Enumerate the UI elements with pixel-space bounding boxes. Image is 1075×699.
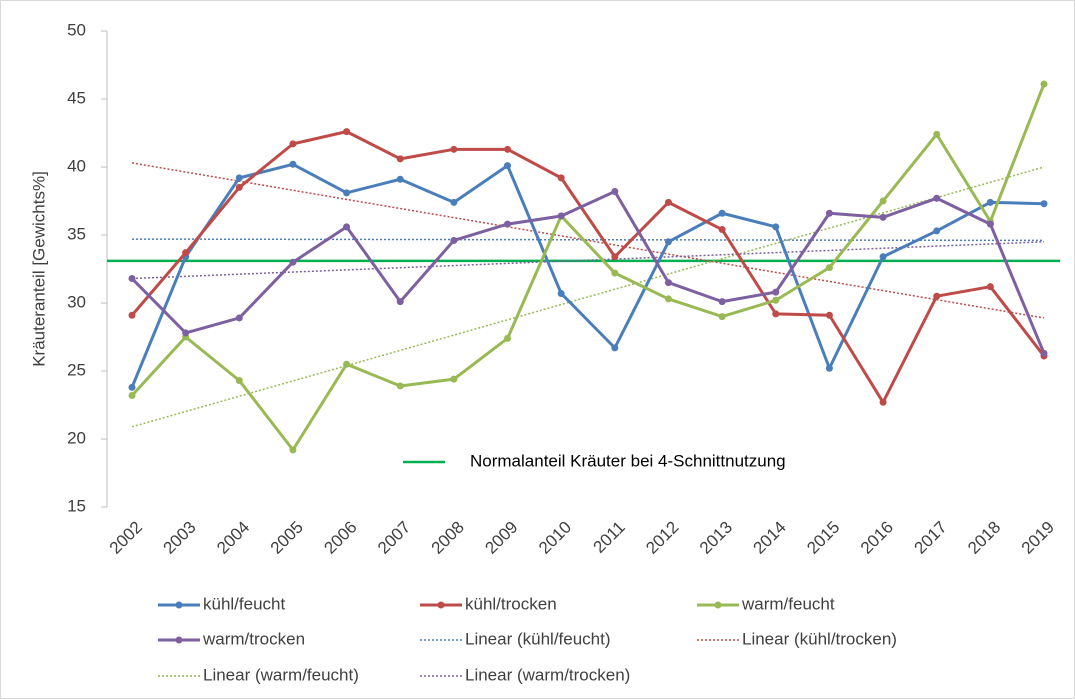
y-tick-label: 35 (67, 224, 86, 243)
legend-marker (437, 601, 445, 609)
point (450, 145, 458, 153)
point (933, 130, 941, 138)
point (611, 344, 619, 352)
point (289, 140, 297, 148)
point (343, 360, 351, 368)
point (289, 160, 297, 168)
point (879, 197, 887, 205)
point (718, 209, 726, 217)
legend-label: kühl/feucht (203, 594, 285, 613)
point (879, 398, 887, 406)
point (611, 253, 619, 261)
y-axis-label: Kräuteranteil [Gewichts%] (29, 171, 48, 367)
point (396, 298, 404, 306)
point (1040, 80, 1048, 88)
legend-label: warm/feucht (741, 594, 835, 613)
point (504, 162, 512, 170)
point (343, 128, 351, 136)
series-line (130, 130, 1046, 404)
point (1040, 200, 1048, 208)
point (182, 329, 190, 337)
legend-label: Linear (warm/trocken) (465, 665, 630, 684)
point (933, 194, 941, 202)
point (933, 227, 941, 235)
legend-marker (175, 601, 183, 609)
point (504, 145, 512, 153)
point (825, 311, 833, 319)
point (986, 283, 994, 291)
point (664, 295, 672, 303)
point (718, 298, 726, 306)
point (772, 223, 780, 231)
point (235, 174, 243, 182)
point (1040, 349, 1048, 357)
point (396, 155, 404, 163)
point (611, 269, 619, 277)
point (235, 183, 243, 191)
legend-label: Linear (kühl/trocken) (742, 629, 897, 648)
point (396, 382, 404, 390)
reference-label: Normalanteil Kräuter bei 4-Schnittnutzun… (470, 451, 786, 470)
legend-label: kühl/trocken (465, 594, 557, 613)
legend-label: warm/trocken (202, 629, 305, 648)
point (772, 296, 780, 304)
point (986, 220, 994, 228)
y-tick-label: 20 (67, 428, 86, 447)
point (825, 364, 833, 372)
point (504, 220, 512, 228)
point (128, 311, 136, 319)
legend-marker (714, 601, 722, 609)
point (772, 288, 780, 296)
y-tick-label: 45 (67, 88, 86, 107)
series-line (130, 83, 1046, 452)
series-line (130, 189, 1046, 354)
point (128, 275, 136, 283)
point (450, 375, 458, 383)
point (718, 313, 726, 321)
point (879, 253, 887, 261)
point (664, 279, 672, 287)
point (289, 258, 297, 266)
point (128, 383, 136, 391)
point (182, 249, 190, 257)
y-tick-label: 30 (67, 292, 86, 311)
point (664, 198, 672, 206)
point (289, 446, 297, 454)
point (450, 198, 458, 206)
point (557, 289, 565, 297)
point (933, 292, 941, 300)
point (825, 264, 833, 272)
point (396, 175, 404, 183)
point (128, 391, 136, 399)
point (611, 187, 619, 195)
y-tick-label: 15 (67, 496, 86, 515)
legend-marker (175, 636, 183, 644)
y-tick-label: 40 (67, 156, 86, 175)
point (504, 334, 512, 342)
point (772, 310, 780, 318)
series-line (130, 162, 1045, 388)
point (235, 314, 243, 322)
point (450, 236, 458, 244)
point (825, 209, 833, 217)
point (557, 212, 565, 220)
legend-label: Linear (warm/feucht) (203, 665, 359, 684)
legend-label: Linear (kühl/feucht) (465, 629, 611, 648)
point (664, 238, 672, 246)
trendline (131, 238, 1045, 242)
point (986, 198, 994, 206)
y-tick-label: 25 (67, 360, 86, 379)
point (557, 174, 565, 182)
point (235, 377, 243, 385)
point (879, 213, 887, 221)
point (343, 223, 351, 231)
point (718, 226, 726, 234)
point (343, 189, 351, 197)
y-tick-label: 50 (67, 20, 86, 39)
